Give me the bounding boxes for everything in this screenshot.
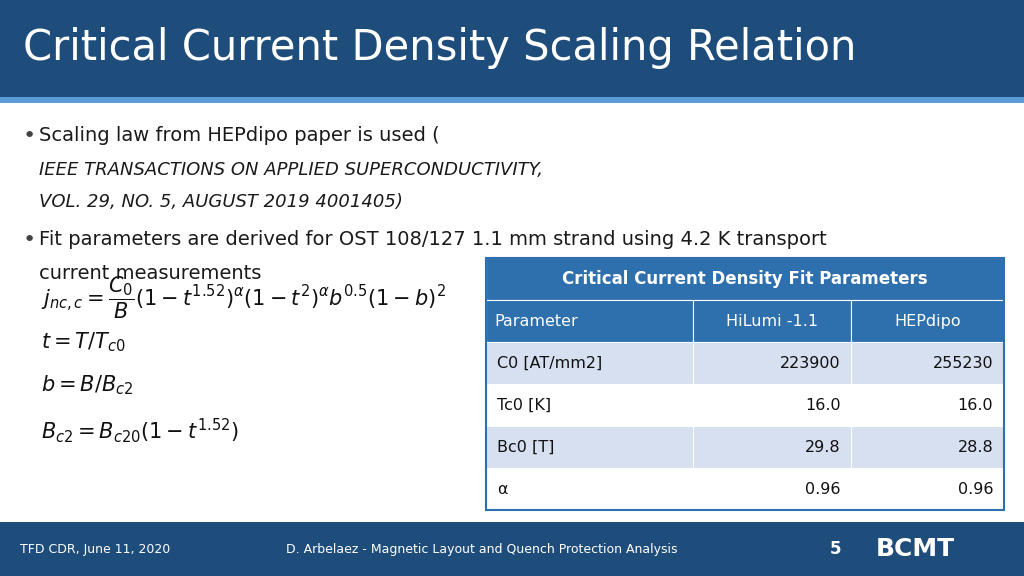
Text: $j_{nc,c} = \dfrac{C_0}{B}\left(1-t^{1.52}\right)^\alpha\left(1-t^2\right)^\alph: $j_{nc,c} = \dfrac{C_0}{B}\left(1-t^{1.5… bbox=[41, 275, 445, 321]
Text: C0 [AT/mm2]: C0 [AT/mm2] bbox=[497, 355, 602, 371]
Text: 29.8: 29.8 bbox=[805, 439, 841, 455]
Text: Tc0 [K]: Tc0 [K] bbox=[497, 397, 551, 413]
Text: $B_{c2} = B_{c20}\left(1-t^{1.52}\right)$: $B_{c2} = B_{c20}\left(1-t^{1.52}\right)… bbox=[41, 416, 239, 445]
Text: Critical Current Density Fit Parameters: Critical Current Density Fit Parameters bbox=[562, 270, 928, 288]
Text: D. Arbelaez - Magnetic Layout and Quench Protection Analysis: D. Arbelaez - Magnetic Layout and Quench… bbox=[286, 543, 677, 556]
Text: •: • bbox=[23, 126, 36, 146]
Text: Parameter: Parameter bbox=[495, 313, 579, 329]
Text: TFD CDR, June 11, 2020: TFD CDR, June 11, 2020 bbox=[20, 543, 171, 556]
Text: 5: 5 bbox=[829, 540, 841, 558]
Text: 223900: 223900 bbox=[780, 355, 841, 371]
Text: α: α bbox=[497, 482, 507, 497]
Text: HEPdipo: HEPdipo bbox=[894, 313, 961, 329]
Text: 255230: 255230 bbox=[933, 355, 993, 371]
Text: 28.8: 28.8 bbox=[957, 439, 993, 455]
Text: $t = T/T_{c0}$: $t = T/T_{c0}$ bbox=[41, 330, 126, 354]
Text: BCMT: BCMT bbox=[876, 537, 954, 561]
Text: IEEE TRANSACTIONS ON APPLIED SUPERCONDUCTIVITY,: IEEE TRANSACTIONS ON APPLIED SUPERCONDUC… bbox=[39, 161, 543, 179]
Text: •: • bbox=[23, 230, 36, 251]
Text: Scaling law from HEPdipo paper is used (: Scaling law from HEPdipo paper is used ( bbox=[39, 126, 439, 145]
Text: 16.0: 16.0 bbox=[957, 397, 993, 413]
Text: Fit parameters are derived for OST 108/127 1.1 mm strand using 4.2 K transport: Fit parameters are derived for OST 108/1… bbox=[39, 230, 826, 249]
Text: 16.0: 16.0 bbox=[805, 397, 841, 413]
Text: 0.96: 0.96 bbox=[805, 482, 841, 497]
Text: 0.96: 0.96 bbox=[957, 482, 993, 497]
Text: Bc0 [T]: Bc0 [T] bbox=[497, 439, 554, 455]
Text: Critical Current Density Scaling Relation: Critical Current Density Scaling Relatio… bbox=[23, 28, 856, 69]
Text: HiLumi -1.1: HiLumi -1.1 bbox=[726, 313, 818, 329]
Text: current measurements: current measurements bbox=[39, 264, 261, 283]
Text: $b = B/B_{c2}$: $b = B/B_{c2}$ bbox=[41, 373, 133, 397]
Text: VOL. 29, NO. 5, AUGUST 2019 4001405): VOL. 29, NO. 5, AUGUST 2019 4001405) bbox=[39, 193, 402, 211]
